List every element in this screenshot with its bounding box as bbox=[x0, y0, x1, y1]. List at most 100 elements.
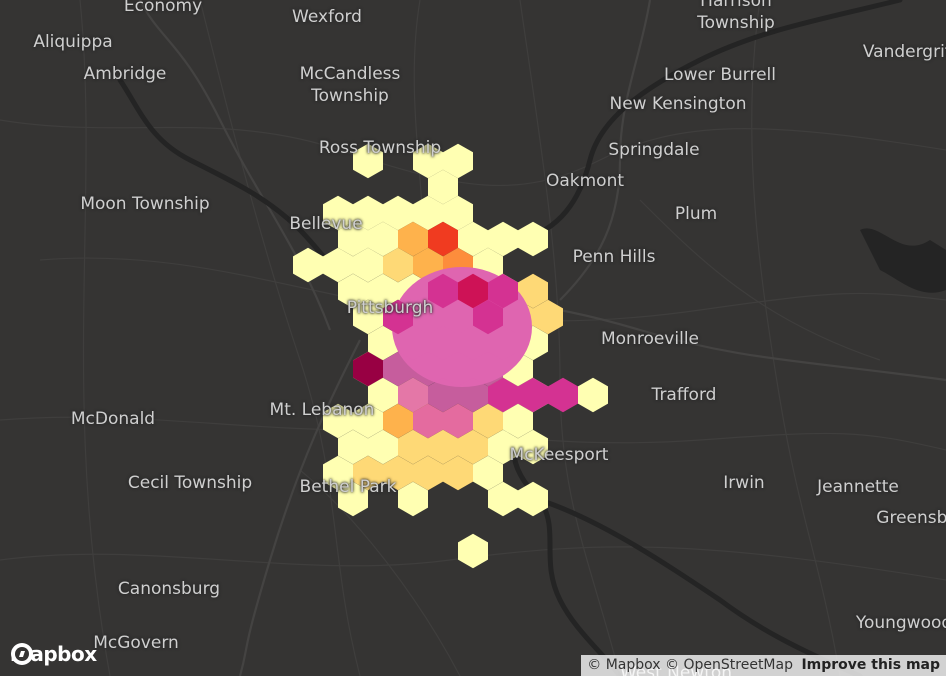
hex-cell[interactable] bbox=[413, 195, 443, 231]
hex-cell[interactable] bbox=[443, 403, 473, 439]
hex-cell[interactable] bbox=[443, 351, 473, 387]
hex-cell[interactable] bbox=[353, 351, 383, 387]
place-label: Aliquippa bbox=[33, 32, 113, 52]
hex-cell[interactable] bbox=[413, 143, 443, 179]
hex-cell[interactable] bbox=[473, 299, 503, 335]
mapbox-logo-icon bbox=[11, 643, 33, 665]
mapbox-logo[interactable]: mapbox bbox=[10, 642, 97, 666]
hex-cell[interactable] bbox=[458, 273, 488, 309]
place-label: McGovern bbox=[93, 633, 179, 653]
place-label: Harrison Township bbox=[697, 0, 775, 33]
hex-cell[interactable] bbox=[338, 429, 368, 465]
hex-cell[interactable] bbox=[398, 429, 428, 465]
hex-cell[interactable] bbox=[518, 273, 548, 309]
hex-cell[interactable] bbox=[368, 221, 398, 257]
hex-cell[interactable] bbox=[383, 403, 413, 439]
hex-cell[interactable] bbox=[383, 455, 413, 491]
hex-cell[interactable] bbox=[428, 273, 458, 309]
hex-cell[interactable] bbox=[338, 221, 368, 257]
hex-cell[interactable] bbox=[353, 299, 383, 335]
improve-map-link[interactable]: Improve this map bbox=[801, 657, 940, 673]
attribution-osm-link[interactable]: © OpenStreetMap bbox=[665, 657, 793, 673]
place-label: Plum bbox=[674, 204, 718, 224]
place-label: New Kensington bbox=[609, 94, 747, 114]
hex-cell[interactable] bbox=[428, 429, 458, 465]
hex-cell[interactable] bbox=[353, 247, 383, 283]
hex-cell[interactable] bbox=[413, 403, 443, 439]
hex-cell[interactable] bbox=[293, 247, 323, 283]
hex-cell[interactable] bbox=[368, 377, 398, 413]
hex-cell[interactable] bbox=[413, 455, 443, 491]
hex-cell[interactable] bbox=[398, 221, 428, 257]
place-label: Trafford bbox=[651, 385, 717, 405]
hex-cell[interactable] bbox=[533, 299, 563, 335]
hex-cell[interactable] bbox=[443, 143, 473, 179]
place-label: Ross Township bbox=[318, 138, 442, 158]
hex-cell[interactable] bbox=[323, 247, 353, 283]
place-label: Lower Burrell bbox=[664, 65, 776, 85]
hex-cell[interactable] bbox=[398, 325, 428, 361]
hex-cell[interactable] bbox=[458, 377, 488, 413]
hex-cell[interactable] bbox=[428, 169, 458, 205]
hex-cell[interactable] bbox=[503, 403, 533, 439]
place-label: Moon Township bbox=[80, 194, 210, 214]
hex-cell[interactable] bbox=[488, 429, 518, 465]
attribution-bar: © Mapbox © OpenStreetMap Improve this ma… bbox=[581, 655, 946, 676]
hex-cell[interactable] bbox=[338, 481, 368, 517]
hex-cell[interactable] bbox=[473, 403, 503, 439]
hex-cell[interactable] bbox=[338, 273, 368, 309]
hex-cell[interactable] bbox=[548, 377, 578, 413]
hex-cell[interactable] bbox=[458, 325, 488, 361]
hex-cell[interactable] bbox=[353, 455, 383, 491]
hex-cell[interactable] bbox=[428, 221, 458, 257]
hex-cell[interactable] bbox=[323, 403, 353, 439]
hex-cell[interactable] bbox=[488, 481, 518, 517]
hex-cell[interactable] bbox=[458, 429, 488, 465]
place-label: Vandergrift bbox=[862, 42, 946, 62]
hex-cell[interactable] bbox=[473, 351, 503, 387]
place-label: Springdale bbox=[608, 140, 700, 160]
hex-cell[interactable] bbox=[518, 377, 548, 413]
hex-cell[interactable] bbox=[383, 299, 413, 335]
hex-cell[interactable] bbox=[458, 221, 488, 257]
hex-cell[interactable] bbox=[488, 221, 518, 257]
hex-cell[interactable] bbox=[458, 533, 488, 569]
hex-cell[interactable] bbox=[518, 221, 548, 257]
hex-cell[interactable] bbox=[428, 325, 458, 361]
hex-cell[interactable] bbox=[443, 455, 473, 491]
hex-cell[interactable] bbox=[413, 351, 443, 387]
hex-cell[interactable] bbox=[488, 377, 518, 413]
hex-cell[interactable] bbox=[488, 273, 518, 309]
hex-cell[interactable] bbox=[488, 325, 518, 361]
youghiogheny-river bbox=[537, 497, 863, 676]
hex-cell[interactable] bbox=[353, 403, 383, 439]
place-label: Ambridge bbox=[83, 64, 167, 84]
place-label: Youngwood bbox=[855, 613, 946, 633]
hex-cell[interactable] bbox=[383, 195, 413, 231]
hex-cell[interactable] bbox=[323, 455, 353, 491]
hex-cell[interactable] bbox=[443, 195, 473, 231]
hex-cell[interactable] bbox=[518, 481, 548, 517]
hex-cell[interactable] bbox=[368, 273, 398, 309]
hex-cell[interactable] bbox=[398, 481, 428, 517]
hex-cell[interactable] bbox=[323, 195, 353, 231]
hex-cell[interactable] bbox=[473, 455, 503, 491]
place-label: Pittsburgh bbox=[346, 298, 434, 318]
hex-cell[interactable] bbox=[353, 143, 383, 179]
hex-cell[interactable] bbox=[353, 195, 383, 231]
hex-cell[interactable] bbox=[398, 377, 428, 413]
place-label: Cecil Township bbox=[127, 473, 253, 493]
hex-cell[interactable] bbox=[578, 377, 608, 413]
hex-cell[interactable] bbox=[383, 351, 413, 387]
place-label: McKeesport bbox=[509, 445, 609, 465]
hex-cell[interactable] bbox=[518, 429, 548, 465]
hex-cell[interactable] bbox=[428, 377, 458, 413]
attribution-mapbox-link[interactable]: © Mapbox bbox=[587, 657, 661, 673]
hex-cell[interactable] bbox=[368, 429, 398, 465]
hex-cell[interactable] bbox=[383, 247, 413, 283]
place-label: Oakmont bbox=[545, 171, 625, 191]
place-label: McCandless Township bbox=[299, 64, 401, 106]
hex-cell[interactable] bbox=[368, 325, 398, 361]
